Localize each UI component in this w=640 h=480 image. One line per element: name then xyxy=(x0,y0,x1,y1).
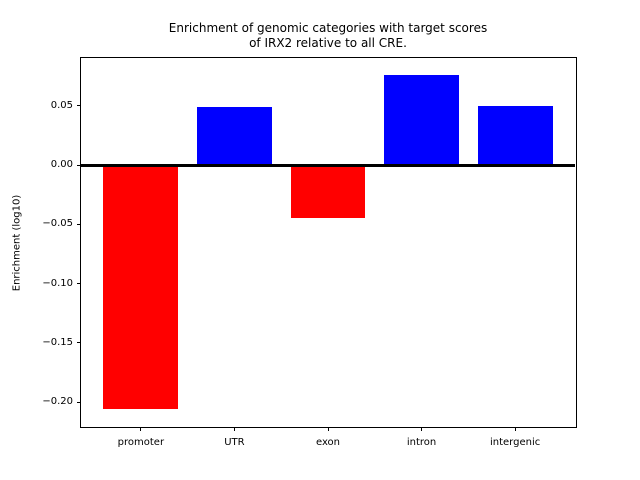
zero-baseline xyxy=(81,163,575,167)
x-tick-mark xyxy=(514,427,516,431)
x-tick-mark xyxy=(233,427,235,431)
chart-title-line1: Enrichment of genomic categories with ta… xyxy=(168,21,488,35)
x-tick-label: UTR xyxy=(224,437,245,448)
x-tick-label: promoter xyxy=(117,437,165,448)
bar-exon xyxy=(290,165,366,219)
y-tick-label: −0.05 xyxy=(42,218,73,230)
y-tick-mark xyxy=(77,401,81,403)
y-tick-label: −0.10 xyxy=(42,277,73,289)
x-tick-mark xyxy=(421,427,423,431)
y-tick-mark xyxy=(77,105,81,107)
x-tick-label: intergenic xyxy=(489,437,541,448)
x-tick-label: intron xyxy=(406,437,437,448)
bar-promoter xyxy=(103,165,179,410)
y-tick-mark xyxy=(77,223,81,225)
y-tick-label: 0.05 xyxy=(50,99,73,111)
x-tick-label: exon xyxy=(315,437,341,448)
y-tick-mark xyxy=(77,342,81,344)
plot-area xyxy=(80,57,577,428)
bar-intergenic xyxy=(477,105,553,166)
bar-UTR xyxy=(197,107,272,166)
y-tick-label: −0.20 xyxy=(42,396,73,408)
x-tick-mark xyxy=(327,427,329,431)
y-tick-label: −0.15 xyxy=(42,336,73,348)
x-tick-mark xyxy=(140,427,142,431)
y-tick-mark xyxy=(77,164,81,166)
y-tick-mark xyxy=(77,283,81,285)
chart-title: Enrichment of genomic categories with ta… xyxy=(0,21,640,51)
y-tick-label: 0.00 xyxy=(50,159,73,171)
bar-intron xyxy=(384,75,459,166)
chart-title-line2: of IRX2 relative to all CRE. xyxy=(249,36,407,50)
